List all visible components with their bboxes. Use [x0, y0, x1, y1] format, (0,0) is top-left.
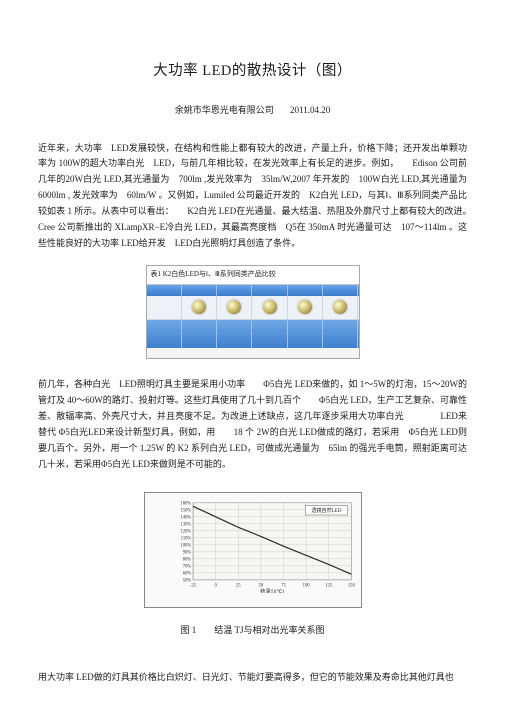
svg-text:结温Tj(℃): 结温Tj(℃) [260, 588, 284, 593]
svg-text:130%: 130% [180, 523, 191, 528]
led-icon [263, 300, 277, 314]
paragraph-1: 近年来，大功率 LED发展较快，在结构和性能上都有较大的改进，产量上升，价格下降… [38, 141, 467, 252]
fig1-spec-row [147, 320, 359, 348]
fig1-caption: 表1 K2白色LED与Ⅰ、Ⅲ系列同类产品比较 [147, 266, 359, 284]
svg-text:100%: 100% [180, 544, 191, 549]
svg-text:70%: 70% [182, 565, 191, 570]
svg-text:90%: 90% [182, 551, 191, 556]
led-icon [192, 300, 206, 314]
figure-1-table: 表1 K2白色LED与Ⅰ、Ⅲ系列同类产品比较 [146, 265, 360, 359]
paragraph-2: 前几年，各种白光 LED照明灯具主要是采用小功率 Φ5白光 LED来做的，如 1… [38, 377, 467, 472]
led-icon [227, 300, 241, 314]
svg-text:60%: 60% [182, 572, 191, 577]
fig2-caption: 图 1 结温 TJ与相对出光率关系图 [144, 622, 362, 639]
company-name: 余姚市华恩光电有限公司 [175, 105, 274, 115]
svg-text:0: 0 [214, 584, 217, 589]
fig1-header-row [147, 285, 359, 296]
led-icon [333, 300, 347, 314]
svg-text:75: 75 [281, 584, 286, 589]
paragraph-3: 用大功率 LED做的灯具其价格比白炽灯、日光灯、节能灯要高得多，但它的节能效果及… [38, 670, 467, 686]
svg-text:160%: 160% [180, 502, 191, 507]
led-icon [298, 300, 312, 314]
svg-text:80%: 80% [182, 558, 191, 563]
svg-text:150: 150 [347, 584, 354, 589]
svg-text:110%: 110% [180, 537, 191, 542]
svg-text:150%: 150% [180, 509, 191, 514]
page-title: 大功率 LED的散热设计（图） [38, 58, 467, 86]
fig1-led-row [147, 296, 359, 320]
svg-text:120%: 120% [180, 530, 191, 535]
figure-2-container: 160% 150% 140% 130% 120% 110% 100% 90% 80% 70% 60%… [144, 492, 362, 639]
svg-text:140%: 140% [180, 516, 191, 521]
figure-2-chart: 160% 150% 140% 130% 120% 110% 100% 90% 80% 70% 60%… [144, 492, 362, 608]
svg-text:透镜自然LED: 透镜自然LED [311, 508, 341, 515]
svg-text:50: 50 [258, 584, 263, 589]
svg-text:100: 100 [302, 584, 310, 589]
publish-date: 2011.04.20 [290, 105, 330, 115]
svg-text:-25: -25 [190, 584, 197, 589]
svg-text:125: 125 [325, 584, 333, 589]
figure-1-container: 表1 K2白色LED与Ⅰ、Ⅲ系列同类产品比较 [146, 265, 360, 359]
subtitle-line: 余姚市华恩光电有限公司 2011.04.20 [38, 102, 467, 119]
svg-text:25: 25 [235, 584, 240, 589]
